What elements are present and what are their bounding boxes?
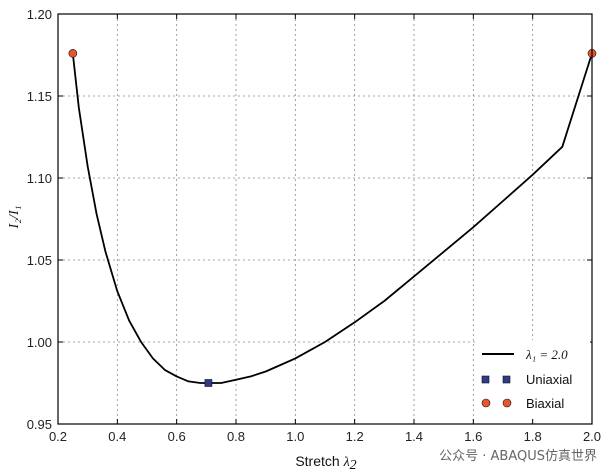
legend: λ₁ = 2.0 Uniaxial Biaxial [476, 340, 590, 418]
y-tick-label: 1.15 [27, 89, 52, 104]
x-ticks: 0.2 0.4 0.6 0.8 1.0 1.2 1.4 1.6 1.8 2.0 [49, 14, 601, 444]
biaxial-marker [68, 49, 78, 58]
x-tick-label: 1.8 [524, 429, 542, 444]
legend-square-marker-2 [502, 375, 511, 384]
x-tick-label: 0.4 [108, 429, 126, 444]
y-tick-label: 1.20 [27, 7, 52, 22]
x-tick-label: 1.4 [405, 429, 423, 444]
series-line-lambda1 [71, 53, 593, 384]
y-tick-label: 1.05 [27, 253, 52, 268]
plot-frame [57, 13, 593, 425]
x-axis-label: Stretch λ2 [295, 453, 356, 472]
x-tick-label: 0.8 [227, 429, 245, 444]
x-tick-label: 1.2 [346, 429, 364, 444]
y-tick-label: 1.10 [27, 171, 52, 186]
legend-square-marker-1 [481, 375, 490, 384]
legend-circle-marker-1 [481, 398, 491, 408]
legend-label-uniaxial: Uniaxial [526, 372, 572, 387]
uniaxial-marker [204, 379, 213, 387]
x-tick-label: 1.0 [286, 429, 304, 444]
y-tick-label: 0.95 [27, 417, 52, 432]
y-ticks: 0.95 1.00 1.05 1.10 1.15 1.20 [27, 7, 592, 432]
y-tick-label: 1.00 [27, 335, 52, 350]
watermark-text: 公众号 · ABAQUS仿真世界 [439, 449, 597, 464]
markers-layer [68, 49, 597, 387]
x-tick-label: 1.6 [464, 429, 482, 444]
y-axis-label: I₂/I₁ [7, 206, 22, 230]
series-layer [71, 53, 593, 384]
x-tick-label: 2.0 [583, 429, 601, 444]
x-tick-label: 0.6 [168, 429, 186, 444]
legend-circle-marker-2 [502, 398, 512, 408]
x-tick-label: 0.2 [49, 429, 67, 444]
legend-label-line: λ₁ = 2.0 [525, 347, 568, 362]
legend-label-biaxial: Biaxial [526, 396, 564, 411]
